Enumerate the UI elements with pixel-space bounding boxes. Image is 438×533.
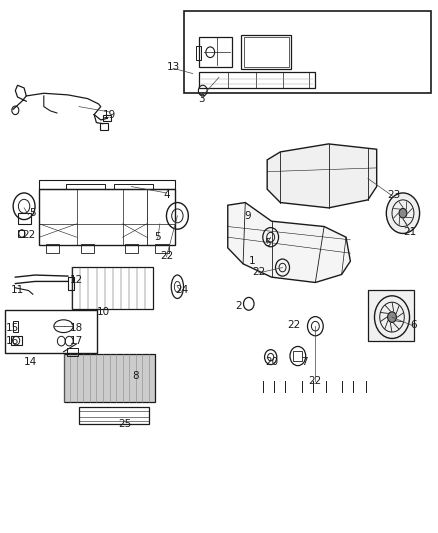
Text: 8: 8: [132, 371, 139, 381]
Bar: [79, 407, 149, 424]
Text: 25: 25: [118, 419, 131, 429]
Ellipse shape: [388, 312, 396, 322]
Text: 4: 4: [163, 190, 170, 199]
Text: 23: 23: [388, 190, 401, 199]
Bar: [184, 11, 431, 93]
Text: 13: 13: [166, 62, 180, 71]
Text: 1: 1: [248, 256, 255, 266]
Polygon shape: [228, 203, 350, 282]
Bar: [72, 266, 153, 309]
Text: 22: 22: [252, 267, 265, 277]
Bar: [18, 213, 31, 224]
Text: 24: 24: [175, 286, 188, 295]
Text: 22: 22: [22, 230, 35, 239]
Bar: [293, 351, 302, 361]
Text: 14: 14: [24, 358, 37, 367]
Text: 22: 22: [309, 376, 322, 386]
Bar: [368, 290, 414, 341]
Bar: [67, 348, 78, 356]
Bar: [125, 244, 138, 253]
Bar: [196, 46, 201, 60]
Text: 6: 6: [410, 320, 417, 330]
Text: 5: 5: [264, 238, 271, 247]
Text: 18: 18: [70, 323, 83, 333]
Bar: [244, 37, 289, 67]
Bar: [199, 72, 315, 88]
Text: 3: 3: [198, 94, 205, 103]
Text: 9: 9: [244, 211, 251, 221]
Text: 16: 16: [6, 336, 19, 346]
Bar: [100, 123, 108, 130]
Text: 11: 11: [11, 286, 24, 295]
Bar: [241, 35, 291, 69]
Text: 20: 20: [265, 358, 278, 367]
Text: 10: 10: [96, 307, 110, 317]
Text: 22: 22: [287, 320, 300, 330]
Bar: [5, 310, 97, 353]
Text: 17: 17: [70, 336, 83, 346]
Text: 5: 5: [154, 232, 161, 242]
Text: 5: 5: [29, 208, 36, 218]
Text: 12: 12: [70, 275, 83, 285]
Text: 21: 21: [403, 227, 416, 237]
Bar: [46, 244, 59, 253]
Text: 15: 15: [6, 323, 19, 333]
Text: 2: 2: [235, 302, 242, 311]
Bar: [11, 336, 22, 345]
Bar: [13, 321, 18, 332]
Text: 7: 7: [301, 358, 308, 367]
Bar: [68, 277, 74, 290]
Ellipse shape: [386, 193, 420, 233]
Bar: [18, 230, 24, 237]
Polygon shape: [267, 144, 377, 208]
Bar: [39, 189, 175, 245]
Bar: [103, 115, 111, 121]
Bar: [39, 180, 175, 189]
Bar: [155, 244, 169, 253]
Text: 22: 22: [160, 251, 173, 261]
Bar: [81, 244, 94, 253]
Bar: [64, 354, 155, 402]
Bar: [199, 37, 232, 67]
Text: 19: 19: [103, 110, 116, 119]
Ellipse shape: [399, 208, 407, 218]
